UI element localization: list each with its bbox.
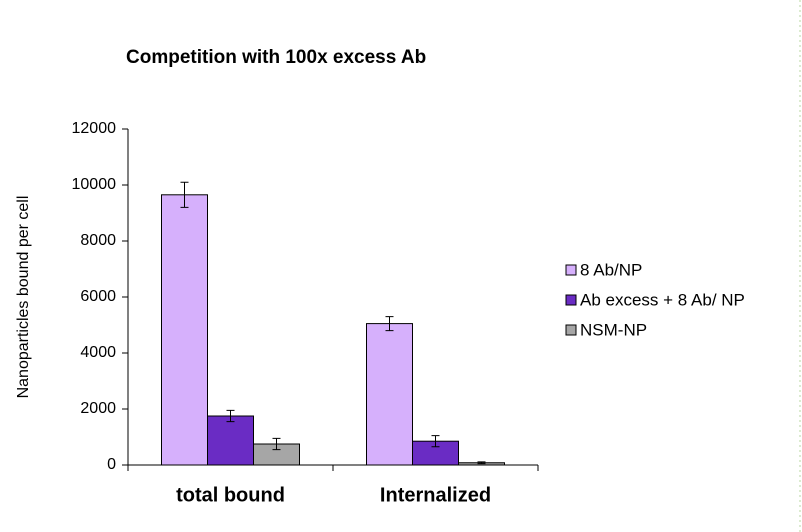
legend-swatch: [565, 264, 577, 276]
y-axis-label: Nanoparticles bound per cell: [15, 196, 32, 399]
error-bar: [272, 437, 281, 451]
x-tick-label: total bound: [176, 484, 285, 506]
y-tick-label: 10000: [72, 176, 117, 193]
error-bar: [431, 435, 440, 448]
y-tick-label: 6000: [80, 288, 116, 305]
y-tick-label: 0: [107, 456, 116, 473]
y-tick-label: 4000: [80, 344, 116, 361]
legend-label: 8 Ab/NP: [580, 260, 642, 279]
chart-title: Competition with 100x excess Ab: [126, 47, 426, 68]
error-bar: [226, 409, 235, 423]
legend-label: NSM-NP: [580, 320, 647, 339]
bar: [366, 323, 413, 466]
error-bar: [477, 461, 486, 465]
x-tick-label: Internalized: [380, 484, 491, 506]
bar: [161, 194, 208, 466]
legend-swatch: [565, 294, 577, 306]
legend-label: Ab excess + 8 Ab/ NP: [580, 290, 745, 309]
error-bar: [180, 181, 189, 208]
legend-swatch: [565, 324, 577, 336]
y-tick-label: 12000: [72, 120, 117, 137]
y-tick-label: 8000: [80, 232, 116, 249]
y-tick-label: 2000: [80, 400, 116, 417]
error-bar: [385, 316, 394, 332]
bar: [207, 415, 254, 466]
